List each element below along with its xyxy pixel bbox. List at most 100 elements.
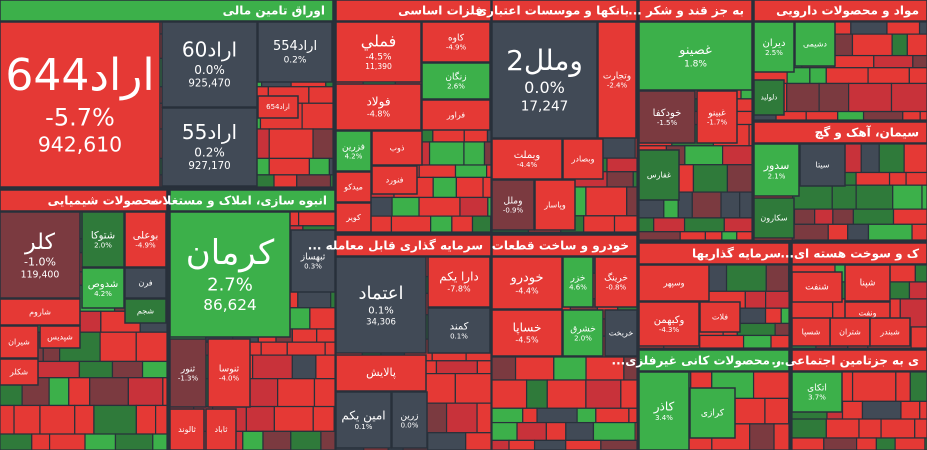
- tile: [291, 328, 318, 343]
- stock-name: امین یکم: [341, 408, 385, 423]
- stock-change: 2.5%: [765, 49, 783, 57]
- tile: [390, 215, 432, 233]
- tile: [514, 356, 555, 381]
- stock-name: فراور: [446, 111, 465, 120]
- tile: [74, 404, 95, 435]
- tile: [595, 407, 630, 424]
- tile: [900, 400, 921, 420]
- stock-name: شاروم: [29, 308, 51, 317]
- tile: [39, 404, 76, 435]
- stock-tile: [124, 267, 167, 299]
- tile: [491, 439, 510, 450]
- stock-name: شدوص: [88, 279, 119, 290]
- stock-tile: [791, 371, 843, 413]
- tile: [432, 176, 457, 199]
- tile: [791, 223, 829, 241]
- stock-tile: [491, 21, 598, 139]
- stock-change: 3.7%: [808, 393, 826, 401]
- stock-tile: [421, 99, 491, 131]
- stock-tile: [699, 301, 741, 333]
- stock-name: شتوکا: [91, 230, 115, 241]
- tile: [273, 174, 298, 188]
- tile: [919, 400, 927, 420]
- tile: [833, 54, 875, 69]
- tile: [320, 430, 336, 450]
- tile: [84, 433, 117, 450]
- tile: [585, 186, 628, 217]
- stock-volume: 927,170: [188, 161, 230, 172]
- tile: [430, 215, 453, 233]
- stock-change: -4.9%: [446, 43, 467, 51]
- stock-name: ثالوند: [178, 425, 196, 434]
- stock-tile: [799, 143, 846, 187]
- stock-name: وملل2: [506, 44, 583, 77]
- tile: [525, 379, 548, 409]
- tile: [773, 423, 790, 450]
- tile: [765, 290, 790, 309]
- tile: [742, 334, 772, 349]
- stock-name: سکارون: [760, 214, 787, 223]
- stock-tile: [491, 179, 535, 231]
- stock-change: 4.2%: [345, 152, 363, 160]
- stock-change: 0.1%: [368, 306, 393, 317]
- stock-tile: [794, 21, 836, 67]
- stock-tile: [753, 143, 800, 197]
- tile: [613, 215, 638, 233]
- tile: [268, 128, 314, 160]
- stock-tile: [594, 256, 638, 308]
- stock-name: بوعلی: [133, 230, 159, 241]
- tile: [565, 439, 602, 450]
- stock-tile: [638, 371, 690, 450]
- stock-tile: [124, 211, 167, 268]
- sector-title: خودرو و ساخت قطعات: [492, 239, 629, 254]
- tile: [634, 421, 638, 441]
- tile: [0, 433, 33, 450]
- tile: [312, 405, 335, 432]
- stock-name: شجم: [137, 307, 154, 316]
- tile: [875, 437, 896, 450]
- tile: [905, 171, 927, 186]
- stock-name: وبصادر: [571, 155, 595, 164]
- stock-name: کمند: [450, 321, 469, 332]
- stock-change: -4.0%: [219, 374, 240, 382]
- tile: [418, 196, 461, 217]
- tile: [749, 423, 775, 450]
- tile: [825, 418, 860, 439]
- tile: [315, 354, 336, 380]
- stock-name: وبملت: [514, 150, 541, 161]
- stock-change: 3.4%: [655, 414, 673, 422]
- tile: [316, 328, 336, 343]
- stock-tile: [421, 21, 491, 63]
- stock-change: 0.0%: [524, 78, 565, 97]
- stock-tile: [371, 130, 423, 166]
- stock-tile: [791, 271, 843, 303]
- tile: [329, 174, 334, 188]
- stock-name: شسپا: [802, 328, 821, 337]
- stock-tile: [562, 256, 594, 308]
- tile: [68, 377, 91, 407]
- tile: [780, 307, 790, 325]
- stock-name: اراد654: [266, 103, 290, 111]
- tile: [491, 421, 518, 441]
- tile: [296, 174, 332, 188]
- stock-tile: [638, 264, 710, 302]
- tile: [451, 215, 474, 233]
- tile: [328, 157, 334, 176]
- stock-tile: [844, 264, 891, 302]
- tile: [855, 171, 891, 186]
- sector-header: [335, 234, 492, 257]
- sector-header: [491, 234, 638, 257]
- tile: [683, 217, 725, 233]
- sector: ... سرمایه گذاری قابل معاملهاعتماد0.1%34…: [308, 234, 492, 450]
- stock-name: خزر: [570, 273, 586, 283]
- stock-name: ذوب: [390, 144, 405, 153]
- tile: [918, 21, 927, 35]
- tile: [606, 171, 634, 188]
- stock-volume: 942,610: [38, 132, 122, 156]
- stock-name: شیران: [8, 338, 30, 347]
- tile: [677, 191, 693, 219]
- stock-name: شبندر: [879, 328, 900, 337]
- tile: [592, 421, 636, 441]
- tile: [791, 418, 827, 439]
